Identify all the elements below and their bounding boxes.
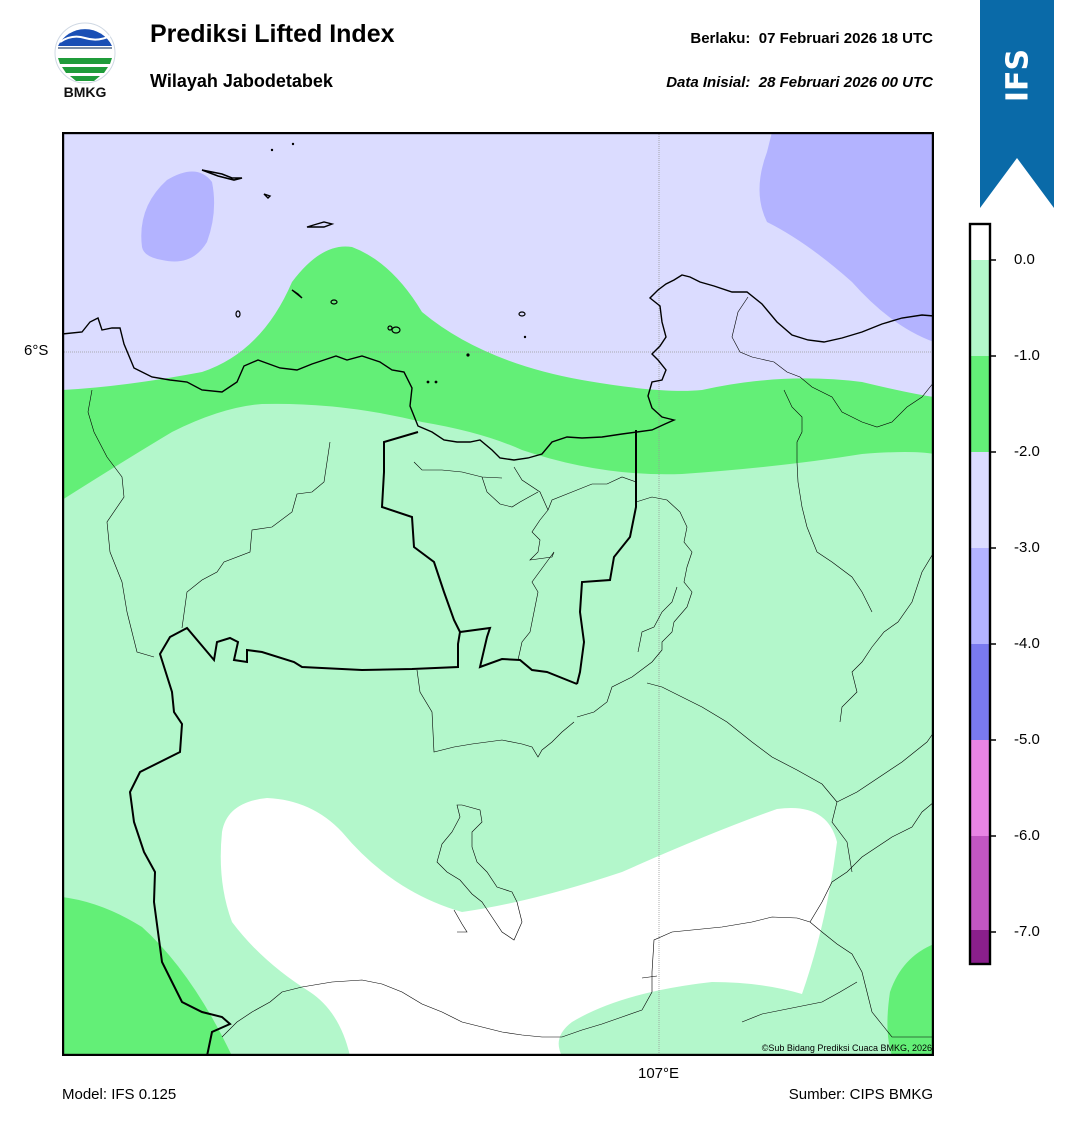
- init-label: Data Inisial:: [666, 74, 751, 91]
- border-dki-west: [380, 431, 578, 685]
- colorbar-label-5: -5.0: [1014, 731, 1040, 748]
- island-6: [235, 310, 241, 318]
- colorbar-seg-5: [970, 740, 990, 836]
- border-east: [576, 430, 637, 685]
- lat-label: 6°S: [24, 342, 49, 359]
- page-subtitle: Wilayah Jabodetabek: [150, 71, 333, 91]
- ifs-badge-label: IFS: [1000, 48, 1036, 103]
- district-borders: [87, 296, 934, 1038]
- colorbar-label-0: 0.0: [1014, 251, 1035, 268]
- colorbar-frame: [968, 222, 992, 966]
- ifs-badge: [980, 0, 1054, 208]
- colorbar-seg-4: [970, 644, 990, 740]
- island-9: [518, 311, 526, 317]
- colorbar-label-3: -3.0: [1014, 539, 1040, 556]
- colorbar-seg-top: [970, 224, 990, 260]
- coastline: [62, 274, 934, 461]
- page-title: Prediksi Lifted Index: [150, 20, 395, 48]
- zone-white: [220, 798, 837, 1056]
- valid-time: Berlaku: 07 Februari 2026 18 UTC: [560, 30, 933, 47]
- colorbar-label-6: -6.0: [1014, 827, 1040, 844]
- island-8: [387, 325, 393, 331]
- colorbar-label-1: -1.0: [1014, 347, 1040, 364]
- colorbar-label-2: -2.0: [1014, 443, 1040, 460]
- lon-label: 107°E: [638, 1065, 680, 1082]
- ifs-badge-label-wrap: IFS: [988, 20, 1048, 120]
- copyright-text: ©Sub Bidang Prediksi Cuaca BMKG, 2026: [761, 1043, 932, 1053]
- source-info: Sumber: CIPS BMKG: [788, 1086, 933, 1103]
- valid-value: 07 Februari 2026 18 UTC: [758, 30, 933, 47]
- zone-green-se: [887, 944, 934, 1056]
- island-14: [291, 142, 295, 146]
- colorbar-seg-1: [970, 356, 990, 452]
- model-info: Model: IFS 0.125: [62, 1086, 177, 1103]
- island-4: [291, 289, 303, 299]
- island-5: [330, 299, 338, 305]
- colorbar-label-4: -4.0: [1014, 635, 1040, 652]
- bmkg-logo-text: BMKG: [63, 84, 107, 100]
- island-10: [466, 353, 470, 357]
- zone-blue-patch-east: [759, 132, 934, 342]
- island-2: [263, 193, 272, 199]
- island-1: [201, 169, 243, 181]
- init-value: 28 Februari 2026 00 UTC: [758, 74, 933, 91]
- colorbar: [968, 222, 996, 966]
- island-12: [434, 380, 438, 384]
- init-time: Data Inisial: 28 Februari 2026 00 UTC: [560, 74, 933, 91]
- colorbar-label-7: -7.0: [1014, 923, 1040, 940]
- island-11: [426, 380, 430, 384]
- border-banten: [128, 626, 461, 1056]
- colorbar-seg-3: [970, 548, 990, 644]
- island-15: [523, 335, 527, 339]
- lifted-index-map: [62, 132, 934, 1056]
- island-3: [306, 221, 335, 228]
- colorbar-seg-7: [970, 930, 990, 964]
- map-frame: [62, 132, 934, 1056]
- colorbar-seg-2: [970, 452, 990, 548]
- colorbar-seg-0: [970, 260, 990, 356]
- colorbar-seg-6: [970, 836, 990, 930]
- island-13: [270, 148, 274, 152]
- island-7: [391, 326, 401, 334]
- zone-blue-patch-west: [141, 171, 215, 262]
- zone-green-sw: [62, 897, 232, 1056]
- bmkg-logo-icon: [54, 22, 116, 84]
- valid-label: Berlaku:: [690, 30, 751, 47]
